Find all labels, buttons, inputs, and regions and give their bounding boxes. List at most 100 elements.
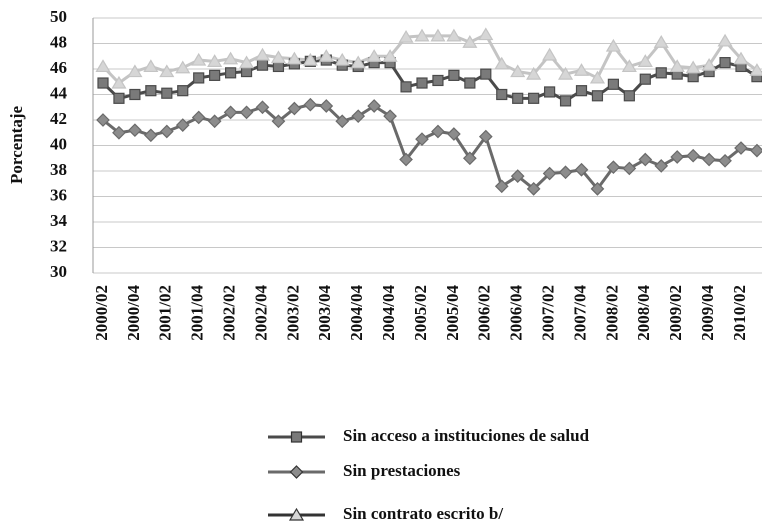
- data-point: [734, 141, 748, 155]
- y-tick-label: 30: [50, 262, 67, 281]
- data-point: [685, 60, 701, 74]
- y-tick-label: 32: [50, 236, 67, 255]
- data-point: [383, 109, 397, 124]
- data-point: [112, 125, 126, 140]
- data-point: [654, 159, 669, 173]
- data-point: [128, 123, 142, 138]
- data-point: [129, 88, 141, 101]
- data-point: [255, 100, 270, 115]
- x-tick-label: 2003/04: [315, 285, 334, 341]
- data-point: [399, 152, 413, 167]
- x-tick-label: 2006/04: [507, 285, 526, 341]
- data-point: [478, 27, 494, 41]
- x-tick-label: 2009/02: [666, 285, 685, 341]
- data-point: [302, 52, 318, 66]
- data-point: [239, 105, 254, 120]
- data-point: [702, 152, 716, 167]
- data-point: [254, 47, 271, 61]
- x-tick-label: 2004/04: [379, 285, 398, 341]
- data-point: [431, 124, 445, 139]
- x-tick-label: 2008/02: [602, 285, 621, 341]
- data-point: [207, 54, 223, 67]
- data-point: [193, 72, 205, 84]
- data-point: [701, 57, 717, 71]
- data-point: [543, 86, 556, 98]
- y-tick-label: 50: [50, 7, 67, 26]
- y-tick-label: 46: [50, 58, 67, 77]
- data-point: [351, 109, 366, 124]
- data-point: [207, 114, 222, 129]
- data-point: [96, 113, 110, 127]
- data-point: [542, 166, 557, 181]
- data-point: [432, 74, 444, 87]
- data-point: [621, 59, 637, 73]
- data-point: [415, 132, 429, 146]
- x-tick-label: 2006/02: [475, 285, 494, 341]
- data-point: [191, 52, 207, 66]
- x-tick-label: 2007/02: [539, 285, 558, 341]
- legend-marker: [290, 431, 303, 443]
- y-tick-label: 44: [50, 83, 68, 102]
- data-point: [574, 162, 589, 177]
- y-tick-label: 36: [50, 185, 67, 204]
- data-point: [494, 179, 509, 194]
- data-point: [590, 182, 605, 196]
- data-point: [145, 85, 157, 97]
- data-point: [605, 38, 621, 52]
- data-point: [462, 35, 478, 48]
- data-point: [575, 85, 588, 97]
- data-point: [559, 95, 572, 107]
- x-tick-label: 2000/04: [124, 285, 143, 341]
- data-point: [398, 29, 414, 43]
- data-point: [256, 59, 269, 71]
- data-point: [270, 50, 287, 64]
- data-point: [750, 143, 762, 158]
- data-point: [400, 81, 412, 93]
- data-point: [319, 99, 334, 113]
- legend-marker: [288, 507, 305, 521]
- data-point: [144, 128, 158, 143]
- data-point: [430, 28, 446, 42]
- x-tick-label: 2003/02: [283, 285, 302, 341]
- x-tick-label: 2000/02: [92, 285, 111, 341]
- data-point: [177, 85, 189, 97]
- data-point: [287, 101, 302, 116]
- data-point: [526, 182, 541, 196]
- data-point: [191, 110, 206, 125]
- data-point: [526, 66, 542, 80]
- y-tick-label: 40: [50, 134, 67, 153]
- data-point: [447, 127, 461, 141]
- data-point: [318, 49, 334, 62]
- data-point: [670, 150, 685, 164]
- data-point: [464, 77, 476, 89]
- data-point: [382, 49, 398, 62]
- data-point: [749, 63, 762, 76]
- data-point: [159, 124, 174, 139]
- data-point: [223, 51, 239, 65]
- data-point: [637, 54, 653, 67]
- data-point: [558, 165, 573, 180]
- data-point: [686, 148, 700, 163]
- data-point: [367, 99, 381, 113]
- data-point: [161, 87, 173, 99]
- x-tick-label: 2009/04: [698, 285, 717, 341]
- data-point: [95, 59, 111, 73]
- data-point: [159, 64, 175, 78]
- data-point: [111, 75, 127, 89]
- data-point: [607, 78, 620, 90]
- data-point: [238, 55, 255, 69]
- data-point: [334, 52, 350, 66]
- y-tick-label: 48: [50, 32, 67, 51]
- data-point: [719, 57, 731, 69]
- data-point: [494, 56, 510, 70]
- data-point: [97, 77, 109, 89]
- data-point: [622, 161, 637, 176]
- data-point: [209, 69, 221, 81]
- y-tick-label: 42: [50, 109, 67, 128]
- data-point: [223, 105, 238, 120]
- data-point: [416, 77, 428, 89]
- data-point: [542, 47, 558, 61]
- data-point: [463, 151, 477, 166]
- data-point: [478, 129, 493, 144]
